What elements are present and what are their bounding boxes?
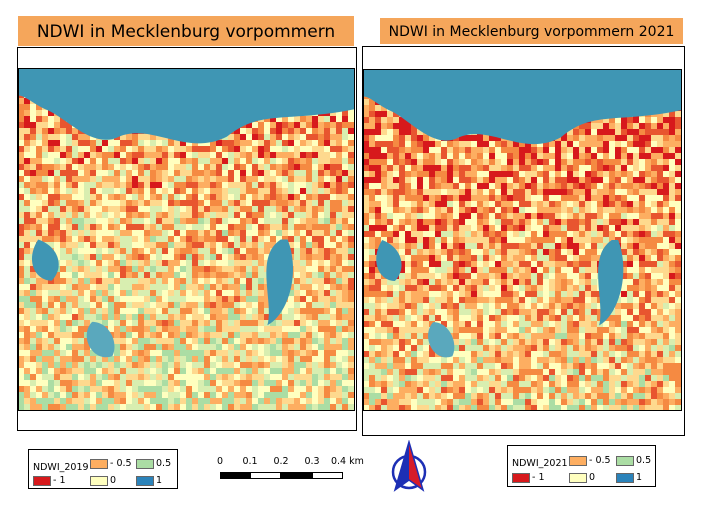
- legend-label-05: 0.5: [156, 458, 172, 469]
- lake: [598, 240, 624, 326]
- lake: [31, 239, 59, 281]
- legend-swatch-zero: [569, 473, 587, 483]
- legend-swatch-neg1: [512, 473, 530, 483]
- scale-tick-label: 0.1: [242, 456, 258, 467]
- legend-swatch-neg1: [33, 476, 51, 486]
- legend-label-1: 1: [636, 472, 643, 483]
- lake: [428, 322, 455, 358]
- ndwi-map-2019: [18, 68, 355, 411]
- legend-2021: NDWI_2021 - 1 - 0.5 0 0.5 1: [507, 445, 656, 487]
- legend-swatch-1: [136, 476, 154, 486]
- legend-swatch-neg05: [569, 456, 587, 466]
- legend-label-zero: 0: [589, 472, 596, 483]
- legend-swatch-05: [616, 456, 634, 466]
- legend-label-neg1: - 1: [53, 475, 66, 486]
- sea-area: [363, 69, 682, 145]
- legend-label-neg05: - 0.5: [589, 455, 611, 466]
- legend-label-zero: 0: [110, 475, 117, 486]
- legend-swatch-1: [616, 473, 634, 483]
- legend-swatch-zero: [90, 476, 108, 486]
- scale-bar: 0 0.1 0.2 0.3 0.4 km: [216, 456, 364, 486]
- sea-area: [18, 68, 355, 144]
- map-2021-title: NDWI in Mecklenburg vorpommern 2021: [380, 18, 683, 44]
- legend-swatch-05: [136, 459, 154, 469]
- lake: [376, 240, 402, 282]
- scale-segment: [281, 472, 312, 479]
- legend-label-05: 0.5: [636, 455, 652, 466]
- scale-tick-label: 0.3: [304, 456, 320, 467]
- scale-tick-label: 0.2: [273, 456, 289, 467]
- scale-tick-label: 0: [216, 456, 224, 467]
- scale-segment: [220, 472, 251, 479]
- legend-title: NDWI_2021: [512, 458, 568, 469]
- scale-segment: [250, 472, 281, 479]
- scale-segment: [312, 472, 343, 479]
- ndwi-map-2021: [363, 69, 682, 411]
- legend-label-1: 1: [156, 475, 163, 486]
- legend-label-neg05: - 0.5: [110, 458, 132, 469]
- legend-2019: NDWI_2019 - 1 - 0.5 0 0.5 1: [28, 449, 178, 489]
- lake: [86, 321, 115, 358]
- map-2019-title: NDWI in Mecklenburg vorpommern 2019: [18, 16, 354, 74]
- legend-title: NDWI_2019: [33, 462, 89, 473]
- lake: [266, 239, 294, 326]
- north-arrow-icon: [391, 440, 427, 492]
- legend-swatch-neg05: [90, 459, 108, 469]
- scale-tick-label: 0.4 km: [330, 456, 364, 467]
- legend-label-neg1: - 1: [532, 472, 545, 483]
